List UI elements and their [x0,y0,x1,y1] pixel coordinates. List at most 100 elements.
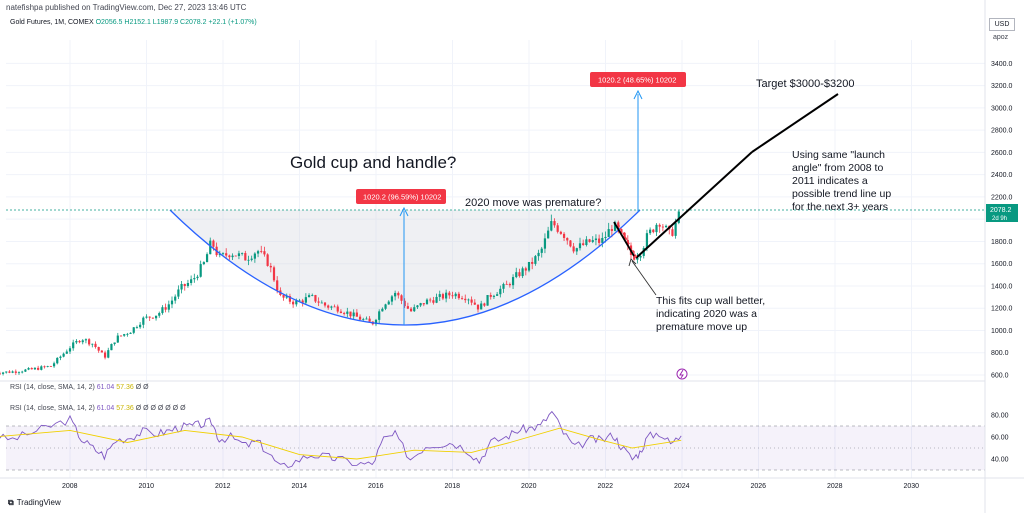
candle-body [139,324,142,328]
candle-body [362,319,365,320]
rsi-tick: 80.00 [991,413,1009,420]
candle-body [527,261,531,271]
candle-body [336,306,339,312]
candle-body [537,252,540,257]
candle-body [72,342,75,349]
candle-body [148,316,151,318]
candle-body [33,367,37,370]
candle-body [623,232,626,240]
candle-body [677,211,680,223]
premature-annotation: 2020 move was premature? [465,197,601,209]
candle-body [266,254,269,266]
candle-body [508,284,511,286]
time-tick: 2026 [751,483,767,490]
candle-body [30,368,33,370]
candle-body [14,371,17,373]
candle-body [68,348,72,352]
candle-body [543,238,547,249]
candle-body [56,357,59,364]
candle-body [193,278,196,280]
rsi-legend-2[interactable]: RSI (14, close, SMA, 14, 2) 61.04 57.36 … [10,405,186,412]
candle-body [403,300,406,307]
candle-body [483,303,486,306]
candle-body [352,312,355,317]
cup-fit-note: This fits cup wall better, indicating 20… [656,295,765,333]
candle-body [129,332,132,334]
price-tick: 2400.0 [991,172,1013,179]
lightning-icon[interactable] [676,368,688,380]
candle-body [202,262,205,265]
candle-body [151,317,154,319]
time-tick: 2030 [904,483,920,490]
candle-body [591,240,594,242]
candle-body [276,280,279,291]
footer-brand: ⧉ TradingView [8,498,61,508]
candle-body [457,293,460,299]
candle-body [578,243,582,249]
candle-body [100,350,103,353]
candle-body [588,239,591,242]
cup-curve [169,209,641,326]
candle-body [37,367,40,370]
rsi-legend-2-label: RSI (14, close, SMA, 14, 2) [10,405,95,412]
rsi-axis[interactable]: 40.00 60.00 80.00 [991,413,1009,464]
rsi-legend-1-rest: Ø Ø [135,384,149,391]
callout-pointer [631,260,657,296]
candle-body [170,300,174,305]
price-tick: 3000.0 [991,105,1013,112]
candle-body [260,251,263,252]
rsi-legend-1[interactable]: RSI (14, close, SMA, 14, 2) 61.04 57.36 … [10,384,149,391]
candle-body [496,294,499,296]
candle-body [247,259,250,261]
candle-body [78,340,81,343]
candle-body [135,327,139,328]
candle-body [307,295,311,298]
launch-line-1: Using same "launch [792,149,885,161]
price-tick: 2200.0 [991,194,1013,201]
candle-body [161,307,164,314]
candle-body [212,240,215,247]
rsi-tick: 40.00 [991,457,1009,464]
candle-body [390,296,394,302]
candle-body [88,339,91,345]
symbol-name[interactable]: Gold Futures, 1M, COMEX [10,19,94,26]
candle-body [441,294,445,299]
candle-body [492,295,496,297]
launch-line-3: 2011 indicates a [792,175,868,187]
candle-body [253,253,256,259]
candle-body [241,253,244,254]
candle-body [489,295,492,297]
candle-body [320,302,323,304]
candle-body [378,311,381,320]
currency-button[interactable]: USD [989,18,1015,31]
candle-body [387,301,390,305]
candle-body [103,352,107,358]
title-annotation: Gold cup and handle? [290,153,456,172]
candle-body [339,311,343,313]
candle-body [540,248,543,253]
price-gridlines [6,40,985,478]
time-tick: 2018 [445,483,461,490]
price-tick: 2600.0 [991,150,1013,157]
candle-body [65,351,68,354]
candle-body [5,371,8,373]
candle-body [394,292,397,297]
candle-body [594,238,598,241]
candle-body [17,372,21,374]
candle-body [231,255,234,258]
candle-body [75,340,78,343]
tradingview-logo-icon: ⧉ [8,498,14,507]
time-tick: 2028 [827,483,843,490]
candle-body [585,239,588,245]
candle-body [199,264,202,277]
rsi-legend-2-v2: 57.36 [116,405,134,412]
candle-body [154,315,158,319]
candle-body [295,300,298,305]
candle-body [384,304,387,309]
time-axis[interactable]: 2008 2010 2012 2014 2016 2018 2020 2022 2024 2026… [62,483,919,490]
candle-body [435,296,438,303]
candle-body [569,240,572,247]
candle-body [24,369,27,372]
candle-body [97,347,100,351]
